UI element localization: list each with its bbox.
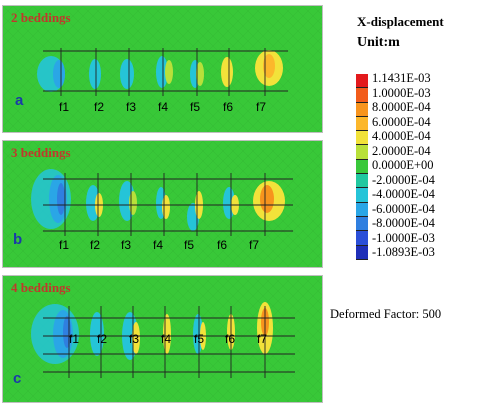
- legend-swatch: [356, 202, 368, 217]
- legend-swatch: [356, 174, 368, 189]
- fault-label: f5: [190, 100, 201, 114]
- fault-label: f2: [90, 238, 101, 252]
- legend-value: -6.0000E-04: [372, 201, 435, 216]
- fault-label: f1: [59, 238, 70, 252]
- legend-title: X-displacement: [357, 14, 444, 29]
- legend-swatch: [356, 145, 368, 160]
- legend-value: -2.0000E-04: [372, 172, 435, 187]
- legend-swatch: [356, 159, 368, 175]
- legend-unit: Unit:m: [357, 35, 400, 50]
- panel-c-title: 4 beddings: [11, 280, 71, 295]
- panel-a-plot: [3, 6, 322, 132]
- fault-label: f2: [97, 332, 108, 346]
- fault-label: f7: [249, 238, 260, 252]
- panel-a-title: 2 beddings: [11, 10, 71, 25]
- legend-swatch: [356, 245, 368, 260]
- deformed-factor: Deformed Factor: 500: [330, 307, 442, 321]
- fault-label: f4: [158, 100, 169, 114]
- panel-a: 2 beddings a f1 f2 f3 f4 f5 f6 f7: [2, 5, 323, 133]
- legend-color-bar: [356, 74, 368, 260]
- panel-b-label: b: [13, 231, 23, 248]
- panel-c-plot: [3, 276, 322, 402]
- fault-label: f1: [59, 100, 70, 114]
- fault-label: f6: [223, 100, 234, 114]
- fault-label: f3: [121, 238, 132, 252]
- fault-label: f1: [69, 332, 80, 346]
- legend-value: 1.0000E-03: [372, 85, 431, 100]
- legend-swatch: [356, 216, 368, 232]
- legend-value: -1.0000E-03: [372, 230, 435, 245]
- fault-label: f3: [129, 332, 140, 346]
- panel-a-label: a: [15, 92, 24, 109]
- legend-value: 1.1431E-03: [372, 71, 431, 85]
- legend-swatch: [356, 231, 368, 246]
- legend-swatch: [356, 188, 368, 203]
- fault-label: f7: [256, 100, 267, 114]
- panel-c-label: c: [13, 370, 22, 387]
- legend-swatch: [356, 88, 368, 103]
- legend-swatch: [356, 116, 368, 132]
- legend-value: 4.0000E-04: [372, 129, 431, 143]
- fault-label: f5: [194, 332, 205, 346]
- legend-value: -4.0000E-04: [372, 187, 435, 201]
- fault-label: f4: [153, 238, 164, 252]
- legend-value: -8.0000E-04: [372, 216, 435, 230]
- fault-label: f6: [217, 238, 228, 252]
- fault-label: f7: [257, 332, 268, 346]
- panel-b: 3 beddings b f1 f2 f3 f4 f5 f6 f7: [2, 140, 323, 268]
- fault-label: f5: [184, 238, 195, 252]
- fault-label: f3: [126, 100, 137, 114]
- legend-value: -1.0893E-03: [372, 245, 435, 259]
- fault-label: f4: [161, 332, 172, 346]
- panel-b-plot: [3, 141, 322, 267]
- legend-swatch: [356, 102, 368, 117]
- legend-swatch: [356, 131, 368, 146]
- fault-label: f6: [225, 332, 236, 346]
- panel-b-title: 3 beddings: [11, 145, 71, 160]
- legend-swatch: [356, 74, 368, 89]
- legend-value: 6.0000E-04: [372, 114, 431, 129]
- legend-value: 0.0000E+00: [372, 158, 434, 172]
- legend-value: 2.0000E-04: [372, 143, 431, 158]
- fault-label: f2: [94, 100, 105, 114]
- panel-c: 4 beddings c f1 f2 f3 f4 f5 f6 f7: [2, 275, 323, 403]
- legend-value: 8.0000E-04: [372, 100, 431, 114]
